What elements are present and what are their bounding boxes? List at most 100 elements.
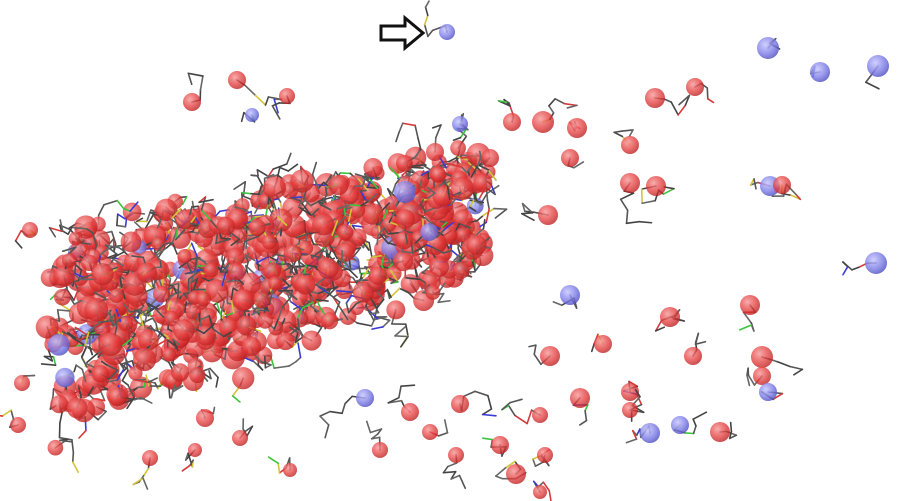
red-atom	[570, 388, 590, 408]
bond	[16, 231, 22, 241]
red-atom	[118, 316, 133, 331]
bond	[117, 201, 123, 209]
bond	[345, 396, 352, 403]
red-atom	[203, 263, 218, 278]
bond	[495, 209, 506, 218]
bond	[99, 205, 104, 216]
bond	[866, 82, 879, 89]
red-atom	[620, 173, 640, 193]
bond	[192, 202, 193, 210]
bond	[843, 267, 848, 275]
bond	[289, 362, 296, 366]
red-atom	[10, 417, 26, 433]
bond	[696, 342, 706, 344]
bond	[320, 412, 330, 417]
red-atom	[279, 88, 295, 104]
bond	[399, 123, 403, 132]
bond	[42, 364, 56, 365]
bond	[342, 404, 345, 414]
bond	[74, 365, 76, 371]
bond	[160, 260, 161, 267]
red-atom	[92, 365, 109, 382]
bond	[144, 380, 145, 387]
red-atom	[108, 387, 127, 406]
bond	[200, 76, 202, 90]
bond	[448, 463, 457, 467]
red-atom	[168, 226, 191, 249]
blue-atom	[48, 334, 70, 356]
red-atom	[263, 176, 286, 199]
bond	[11, 410, 14, 420]
bond	[460, 476, 466, 489]
red-atom	[241, 337, 261, 357]
red-atom	[453, 262, 470, 279]
red-atom	[248, 219, 265, 236]
bond	[731, 423, 732, 432]
blue-atom	[640, 423, 660, 443]
red-atom	[473, 173, 492, 192]
bond	[425, 283, 426, 291]
bond	[245, 85, 256, 95]
red-atom	[54, 289, 71, 306]
bond	[117, 214, 118, 225]
red-atom	[337, 224, 353, 240]
bond	[445, 420, 448, 433]
red-atom	[561, 149, 579, 167]
bond	[298, 343, 301, 357]
bond	[509, 406, 515, 416]
bond	[740, 325, 752, 330]
red-atom	[363, 158, 382, 177]
bond	[122, 381, 128, 385]
bond	[192, 206, 198, 207]
bond	[443, 472, 455, 473]
bond	[678, 105, 685, 115]
bond	[626, 222, 639, 224]
red-atom	[69, 232, 83, 246]
bond	[534, 354, 541, 364]
red-atom	[253, 291, 270, 308]
red-atom	[395, 209, 415, 229]
bond	[614, 131, 622, 132]
red-atom	[290, 169, 313, 192]
red-atom	[491, 436, 509, 454]
bond	[63, 231, 68, 234]
bond	[357, 323, 371, 326]
red-atom	[232, 367, 254, 389]
bond	[637, 429, 640, 435]
red-atom	[362, 203, 383, 224]
red-atom	[228, 71, 246, 89]
bond	[693, 419, 696, 426]
bond	[639, 222, 651, 223]
blue-atom	[55, 368, 74, 387]
bond	[533, 459, 536, 466]
blue-atom	[759, 383, 777, 401]
bond	[185, 273, 191, 274]
red-atom	[503, 113, 521, 131]
red-atom	[751, 346, 773, 368]
red-atom	[401, 403, 419, 421]
red-atom	[171, 363, 189, 381]
bond	[251, 175, 258, 176]
red-atom	[393, 251, 413, 271]
bond	[133, 478, 143, 484]
bond	[622, 130, 633, 131]
bond	[406, 324, 408, 336]
bond	[585, 411, 586, 421]
red-atom	[645, 88, 665, 108]
bond	[265, 357, 266, 368]
bond	[75, 265, 76, 274]
red-atom	[67, 398, 88, 419]
blue-atom	[439, 24, 455, 40]
bond	[287, 153, 291, 164]
red-atom	[232, 289, 254, 311]
blue-atom	[865, 252, 887, 274]
bond	[534, 345, 536, 354]
red-atom	[686, 78, 704, 96]
bond	[549, 99, 555, 106]
bond	[522, 213, 533, 214]
red-atom	[533, 485, 547, 499]
bond	[496, 468, 506, 476]
red-atom	[133, 348, 156, 371]
bond	[242, 193, 251, 194]
bond	[72, 440, 73, 453]
